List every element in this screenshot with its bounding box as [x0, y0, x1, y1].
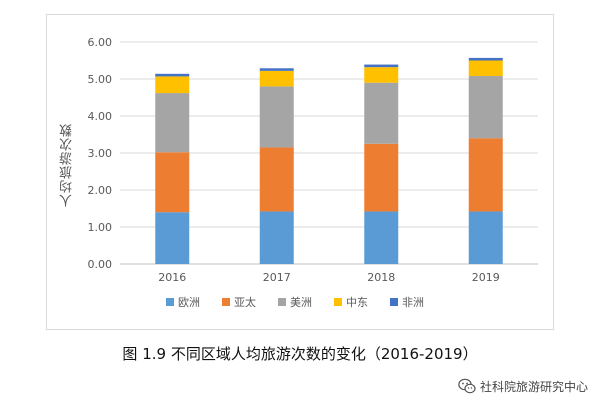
bar-segment [468, 76, 503, 139]
bar-segment [468, 60, 503, 77]
bar-segment [259, 211, 294, 264]
bar-segment [364, 211, 399, 264]
bar-segment [468, 211, 503, 264]
y-tick-label: 4.00 [88, 110, 113, 123]
bar-segment [155, 73, 190, 77]
legend-swatch [166, 298, 174, 306]
bar-segment [155, 152, 190, 213]
bar-segment [155, 93, 190, 153]
bar-segment [468, 138, 503, 212]
bar-segment [364, 143, 399, 212]
bar-segment [364, 67, 399, 83]
y-axis-label: 人均旅游次数 [60, 123, 75, 207]
x-tick-label: 2019 [472, 271, 500, 284]
x-tick-label: 2018 [367, 271, 395, 284]
figure-caption: 图 1.9 不同区域人均旅游次数的变化（2016-2019） [122, 345, 478, 363]
legend-swatch [390, 298, 398, 306]
wechat-icon [458, 378, 476, 394]
watermark-text: 社科院旅游研究中心 [479, 379, 588, 394]
legend-label: 中东 [346, 296, 368, 309]
watermark: 社科院旅游研究中心 [458, 376, 588, 396]
legend-swatch [222, 298, 230, 306]
bar-segment [259, 70, 294, 87]
legend-label: 欧洲 [178, 296, 200, 309]
y-tick-label: 2.00 [88, 184, 113, 197]
legend-swatch [278, 298, 286, 306]
legend-swatch [334, 298, 342, 306]
legend-label: 亚太 [234, 296, 256, 309]
y-tick-label: 0.00 [88, 258, 113, 271]
bar-segment [364, 64, 399, 68]
y-tick-label: 3.00 [88, 147, 113, 160]
x-tick-label: 2017 [263, 271, 291, 284]
bar-segment [259, 86, 294, 148]
x-tick-label: 2016 [158, 271, 186, 284]
y-tick-label: 6.00 [88, 36, 113, 49]
y-tick-label: 5.00 [88, 73, 113, 86]
bar-segment [155, 76, 190, 94]
bar-segment [259, 68, 294, 71]
bar-segment [468, 57, 503, 61]
bar-segment [155, 212, 190, 264]
y-tick-label: 1.00 [88, 221, 113, 234]
bar-segment [259, 147, 294, 212]
bar-segment [364, 82, 399, 144]
legend-label: 非洲 [402, 296, 424, 309]
legend-label: 美洲 [290, 296, 312, 309]
